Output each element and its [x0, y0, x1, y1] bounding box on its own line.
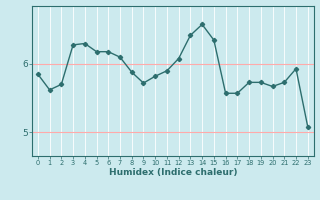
X-axis label: Humidex (Indice chaleur): Humidex (Indice chaleur) [108, 168, 237, 177]
